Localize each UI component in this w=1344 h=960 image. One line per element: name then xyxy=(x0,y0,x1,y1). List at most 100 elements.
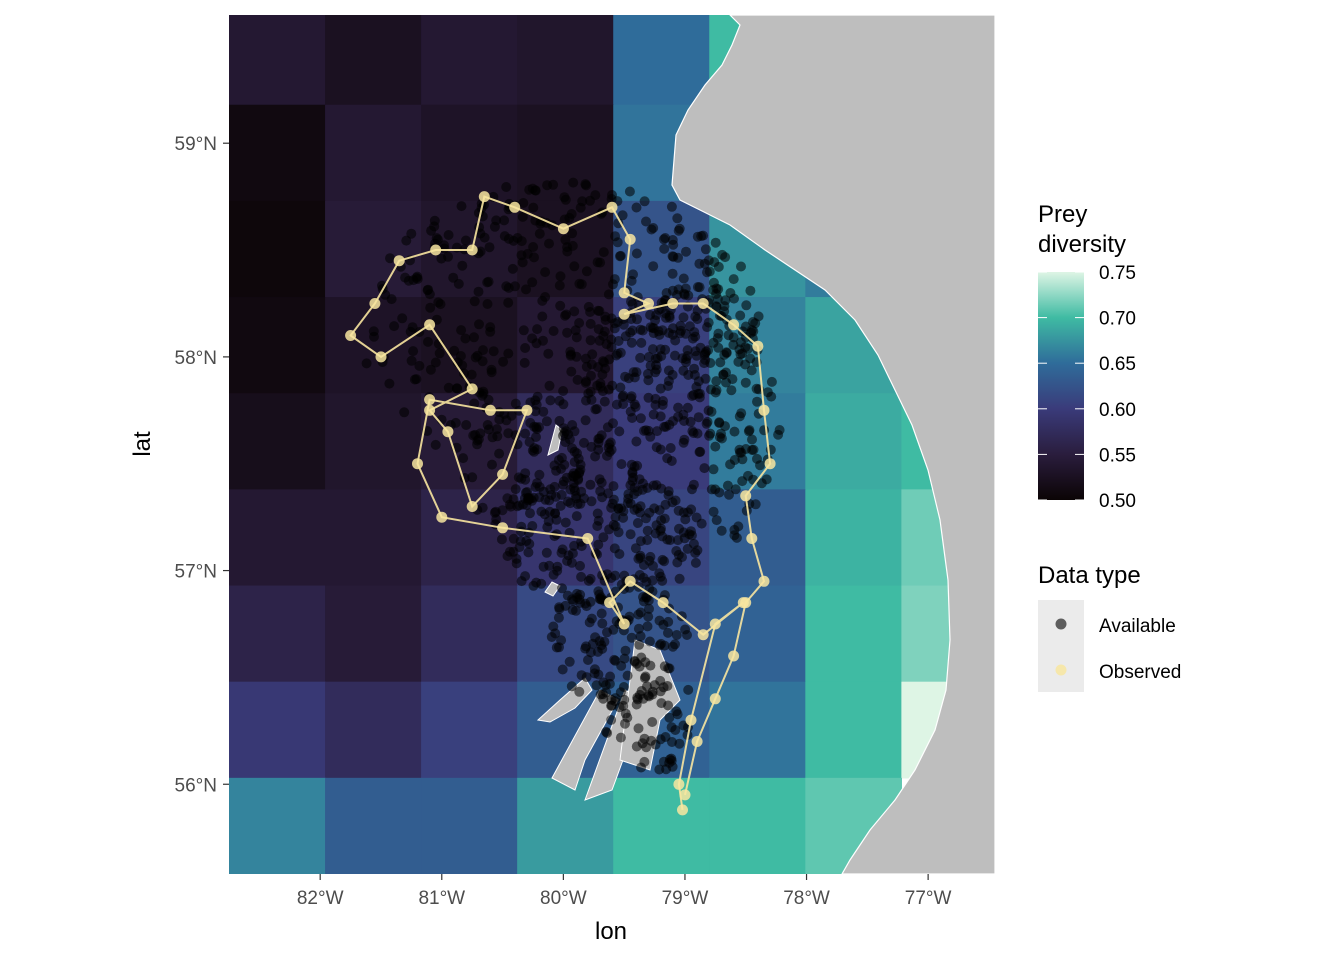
available-point xyxy=(643,611,654,622)
available-point xyxy=(583,301,594,312)
available-point xyxy=(596,608,607,619)
available-point xyxy=(681,246,691,257)
available-point xyxy=(651,360,661,371)
available-point xyxy=(460,333,471,344)
available-point xyxy=(513,472,524,483)
available-point xyxy=(595,486,606,497)
available-point xyxy=(400,272,411,283)
available-point xyxy=(508,494,519,505)
available-point xyxy=(514,500,525,511)
available-point xyxy=(658,682,669,693)
raster-cell xyxy=(805,585,902,683)
available-point xyxy=(605,671,616,682)
raster-cell xyxy=(325,393,422,490)
available-point xyxy=(635,536,646,547)
available-point xyxy=(541,416,552,427)
available-point xyxy=(663,700,674,711)
available-point xyxy=(544,560,555,571)
available-point xyxy=(740,377,751,388)
observed-point xyxy=(497,522,509,534)
available-point xyxy=(700,354,711,365)
available-point xyxy=(664,419,675,430)
available-point xyxy=(564,656,575,667)
observed-point xyxy=(624,575,636,587)
available-point xyxy=(690,311,701,322)
available-point xyxy=(528,242,539,252)
available-point xyxy=(564,212,575,223)
available-point xyxy=(586,370,596,381)
available-point xyxy=(597,618,608,629)
available-point xyxy=(663,627,673,638)
available-point xyxy=(614,426,625,437)
available-point xyxy=(662,453,673,464)
available-point xyxy=(443,230,454,240)
available-point xyxy=(622,498,633,508)
available-point xyxy=(713,328,724,339)
available-point xyxy=(672,557,683,568)
available-point xyxy=(554,603,565,614)
observed-point xyxy=(582,533,594,544)
available-point xyxy=(639,733,650,744)
available-point xyxy=(434,348,445,359)
available-point xyxy=(484,242,495,253)
available-point xyxy=(549,460,560,471)
available-point xyxy=(598,247,609,258)
raster-cell xyxy=(229,297,326,394)
observed-point xyxy=(618,308,630,320)
available-point xyxy=(756,478,767,489)
available-point xyxy=(665,443,676,453)
raster-cell xyxy=(421,585,518,683)
observed-point xyxy=(375,351,387,363)
observed-point xyxy=(497,468,509,480)
raster-cell xyxy=(709,777,806,874)
available-point xyxy=(644,636,655,647)
available-point xyxy=(593,515,604,526)
available-point xyxy=(724,489,734,500)
available-point xyxy=(603,384,614,395)
available-point xyxy=(461,420,472,430)
available-point xyxy=(361,358,372,369)
available-point xyxy=(762,387,773,398)
available-point xyxy=(618,512,629,523)
available-point xyxy=(674,738,685,749)
available-point xyxy=(722,480,733,491)
available-point xyxy=(642,621,653,632)
observed-point xyxy=(424,319,436,331)
available-point xyxy=(616,660,627,671)
colorbar-label: 0.75 xyxy=(1099,263,1136,284)
available-point xyxy=(632,518,643,528)
available-point xyxy=(745,285,756,296)
available-point xyxy=(663,486,674,497)
available-point xyxy=(626,459,637,470)
available-point xyxy=(523,547,534,558)
available-point xyxy=(641,216,651,227)
available-point xyxy=(751,383,762,394)
available-point xyxy=(598,330,609,341)
available-point xyxy=(574,318,585,328)
available-point xyxy=(401,235,412,246)
available-point xyxy=(483,424,494,435)
available-point xyxy=(512,233,523,243)
available-point xyxy=(640,657,651,668)
east-coast-land xyxy=(671,15,995,874)
available-point xyxy=(714,418,725,428)
available-point xyxy=(631,202,642,213)
available-point xyxy=(426,225,437,236)
raster-cell xyxy=(325,585,422,683)
available-point xyxy=(606,715,617,725)
raster-cell xyxy=(709,585,806,683)
x-axis: 82°W 81°W 80°W 79°W 78°W 77°W xyxy=(297,874,952,909)
available-point xyxy=(510,281,520,292)
available-point xyxy=(602,627,612,638)
available-point xyxy=(554,642,564,653)
available-point xyxy=(716,525,727,536)
available-point xyxy=(680,514,691,525)
available-point xyxy=(569,482,579,493)
available-point xyxy=(448,272,459,283)
observed-point xyxy=(412,458,423,470)
available-point xyxy=(728,339,739,350)
observed-point xyxy=(442,426,454,438)
raster-cell xyxy=(229,393,326,490)
available-point xyxy=(583,575,594,586)
raster-cell xyxy=(325,681,422,779)
